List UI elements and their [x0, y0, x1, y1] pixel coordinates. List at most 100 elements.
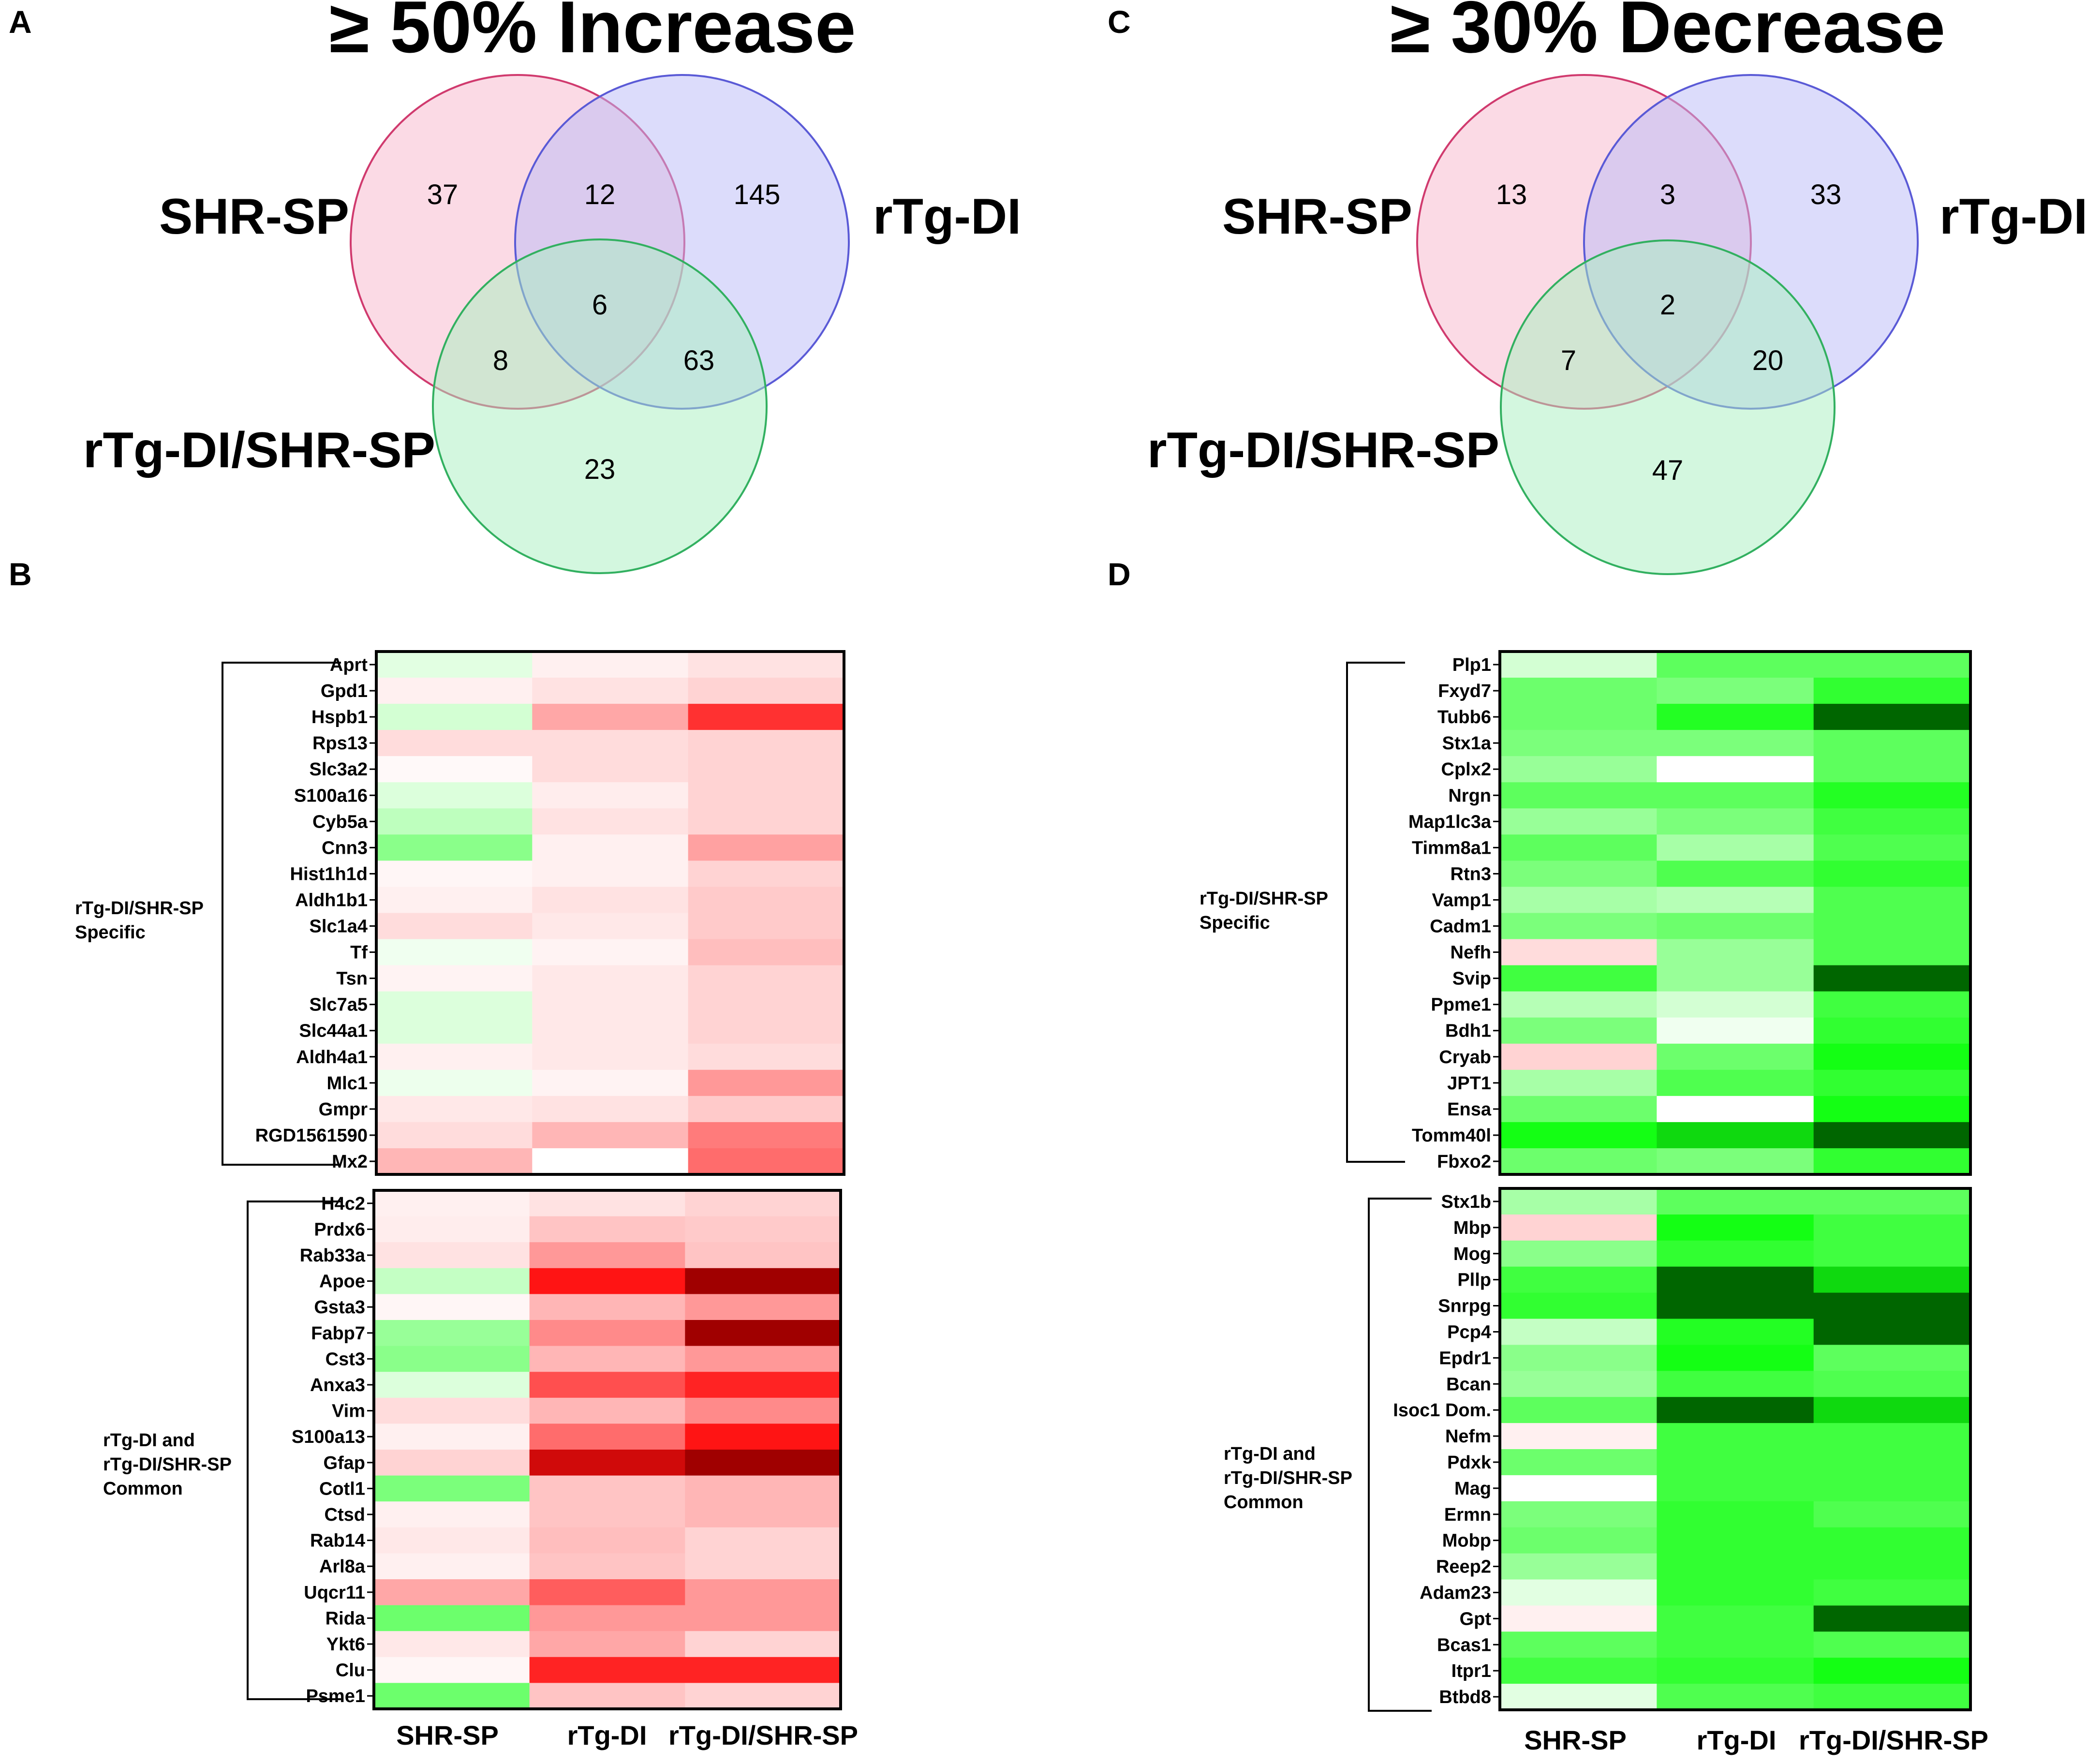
heatmap-d-cell-bcan-rtg-di [1657, 1371, 1814, 1397]
heatmap-d-cell-ppme1-rtg-di [1657, 991, 1814, 1018]
heatmap-b-gene-label-cst3: Cst3 [326, 1349, 365, 1369]
heatmap-b-gene-label-anxa3: Anxa3 [310, 1375, 365, 1395]
heatmap-d-gene-label-mbp: Mbp [1453, 1218, 1491, 1238]
heatmap-b-cell-tsn-shr-sp [376, 965, 533, 992]
heatmap-b-gene-label-apoe: Apoe [319, 1272, 365, 1292]
heatmap-d-gene-label-nrgn: Nrgn [1448, 786, 1491, 806]
heatmap-d-cell-jpt1-rtg-di [1657, 1069, 1814, 1097]
heatmap-d-cell-cadm1-shr-sp [1500, 913, 1657, 940]
heatmap-b-cell-aprt-rtg-di [532, 652, 689, 678]
heatmap-b-common-group-label: rTg-DI and rTg-DI/SHR-SP Common [103, 1430, 237, 1499]
heatmap-b-cell-psme1-rtg-di-shr-sp [685, 1683, 841, 1709]
heatmap-b-cell-gsta3-rtg-di-shr-sp [685, 1294, 841, 1320]
heatmap-d-common-bracket [1368, 1198, 1432, 1712]
heatmap-d-cell-tubb6-rtg-di-shr-sp [1813, 704, 1971, 730]
heatmap-d-gene-label-snrpg: Snrpg [1438, 1296, 1491, 1317]
heatmap-b-cell-gpd1-rtg-di-shr-sp [688, 678, 844, 704]
venn-a-count-shr-both: 8 [493, 345, 508, 376]
heatmap-b-cell-arl8a-rtg-di [529, 1553, 685, 1580]
heatmap-d-cell-ppme1-shr-sp [1500, 991, 1657, 1018]
heatmap-b-cell-hist1h1d-rtg-di [532, 860, 689, 888]
heatmap-b-common-frame [372, 1189, 842, 1710]
heatmap-d-cell-ensa-shr-sp [1500, 1096, 1657, 1123]
heatmap-d-gene-label-ppme1: Ppme1 [1431, 995, 1491, 1015]
heatmap-b-cell-slc3a2-shr-sp [376, 756, 533, 783]
heatmap-d-cell-stx1b-shr-sp [1500, 1188, 1657, 1215]
heatmap-b-cell-anxa3-shr-sp [374, 1372, 530, 1398]
heatmap-d-cell-rtn3-rtg-di [1657, 860, 1814, 888]
heatmap-b-col-rtg-di-shr-sp: rTg-DI/SHR-SP [668, 1720, 858, 1750]
heatmap-b-cell-mlc1-rtg-di [532, 1069, 689, 1097]
heatmap-d-gene-label-bcas1: Bcas1 [1437, 1635, 1491, 1655]
heatmap-b-cell-cyb5a-rtg-di [532, 808, 689, 835]
heatmap-b-cell-aldh4a1-rtg-di-shr-sp [688, 1043, 844, 1070]
heatmap-d-cell-mobp-rtg-di [1657, 1527, 1814, 1554]
heatmap-d-gene-label-cplx2: Cplx2 [1441, 759, 1491, 780]
heatmap-b-cell-vim-shr-sp [374, 1397, 530, 1424]
heatmap-d-cell-pdxk-rtg-di [1657, 1449, 1814, 1476]
heatmap-b-cell-h4c2-rtg-di-shr-sp [685, 1190, 841, 1217]
heatmap-d-common-gene-labels: Stx1b Mbp Mog Pllp Snrpg Pcp4 Epdr1 Bcan Isoc1 D… [1393, 1192, 1500, 1707]
heatmap-d-gene-label-vamp1: Vamp1 [1432, 890, 1491, 910]
heatmap-b-cell-cst3-rtg-di [529, 1346, 685, 1372]
heatmap-b-cell-ctsd-shr-sp [374, 1501, 530, 1528]
heatmap-d-cell-epdr1-shr-sp [1500, 1345, 1657, 1371]
heatmap-d-gene-label-bdh1: Bdh1 [1445, 1021, 1491, 1041]
heatmap-d-col-rtg-di: rTg-DI [1697, 1725, 1777, 1755]
heatmap-b-specific-group-label-line2: Specific [75, 922, 146, 943]
heatmap-d-cell-pllp-shr-sp [1500, 1266, 1657, 1293]
heatmap-d-cell-adam23-shr-sp [1500, 1579, 1657, 1606]
heatmap-d-cell-mag-rtg-di [1657, 1475, 1814, 1502]
heatmap-b-cell-h4c2-shr-sp [374, 1190, 530, 1217]
venn-c-count-rtg-both: 20 [1752, 345, 1784, 376]
heatmap-b-cell-tf-rtg-di [532, 939, 689, 966]
heatmap-d-cell-cryab-rtg-di [1657, 1043, 1814, 1070]
heatmap-d-cell-cplx2-rtg-di [1657, 756, 1814, 783]
heatmap-d-gene-label-btbd8: Btbd8 [1439, 1687, 1491, 1707]
heatmap-d-cell-pcp4-rtg-di [1657, 1319, 1814, 1345]
heatmap-d-cell-reep2-shr-sp [1500, 1553, 1657, 1580]
heatmap-b-cell-hspb1-rtg-di-shr-sp [688, 704, 844, 730]
heatmap-b-cell-h4c2-rtg-di [529, 1190, 685, 1217]
heatmap-d-specific-group-label: rTg-DI/SHR-SP Specific [1199, 889, 1333, 933]
heatmap-d-gene-label-nefh: Nefh [1451, 943, 1491, 963]
heatmap-d-gene-label-map1lc3a: Map1lc3a [1408, 812, 1492, 832]
heatmap-d-gene-label-fxyd7: Fxyd7 [1438, 681, 1491, 701]
heatmap-d-cell-rtn3-rtg-di-shr-sp [1813, 860, 1971, 888]
heatmap-d-cell-tubb6-shr-sp [1500, 704, 1657, 730]
heatmap-d-cell-snrpg-shr-sp [1500, 1292, 1657, 1319]
heatmap-b-cell-slc44a1-rtg-di [532, 1017, 689, 1044]
heatmap-b-cell-slc3a2-rtg-di [532, 756, 689, 783]
heatmap-d-cell-cryab-shr-sp [1500, 1043, 1657, 1070]
venn-c-count-both-only: 47 [1652, 455, 1684, 486]
heatmap-d-cell-svip-rtg-di [1657, 965, 1814, 992]
heatmap-b-cell-slc1a4-shr-sp [376, 913, 533, 940]
venn-c: SHR-SP rTg-DI rTg-DI/SHR-SP 13 3 33 2 7 … [1147, 74, 2088, 575]
heatmap-b-cell-hist1h1d-shr-sp [376, 860, 533, 888]
heatmap-d-cell-tomm40l-rtg-di [1657, 1122, 1814, 1149]
heatmap-d-cell-gpt-rtg-di [1657, 1605, 1814, 1632]
heatmap-d-cell-adam23-rtg-di-shr-sp [1813, 1579, 1971, 1606]
heatmap-d-cell-map1lc3a-rtg-di-shr-sp [1813, 808, 1971, 835]
heatmap-b-gene-label-hspb1: Hspb1 [311, 707, 368, 727]
heatmap-b-cell-clu-rtg-di [529, 1657, 685, 1683]
heatmap-d-gene-label-plp1: Plp1 [1452, 655, 1491, 675]
heatmap-d-cell-cplx2-rtg-di-shr-sp [1813, 756, 1971, 783]
heatmap-d-gene-label-ermn: Ermn [1444, 1505, 1491, 1525]
heatmap-b-cell-apoe-rtg-di [529, 1268, 685, 1294]
heatmap-b-cell-mx2-rtg-di-shr-sp [688, 1148, 844, 1175]
heatmap-d-gene-label-rtn3: Rtn3 [1451, 864, 1491, 884]
venn-a-title: ≥ 50% Increase [329, 0, 856, 68]
heatmap-d-cell-epdr1-rtg-di-shr-sp [1813, 1345, 1971, 1371]
heatmap-b-gene-label-slc1a4: Slc1a4 [310, 917, 368, 937]
heatmap-b-cell-uqcr11-rtg-di [529, 1579, 685, 1606]
heatmap-d-cell-plp1-rtg-di-shr-sp [1813, 652, 1971, 678]
heatmap-d-cell-mag-shr-sp [1500, 1475, 1657, 1502]
heatmap-d-cell-stx1a-rtg-di [1657, 730, 1814, 756]
heatmap-b-cell-gfap-rtg-di [529, 1450, 685, 1476]
venn-a-label-rtg-di-shr-sp: rTg-DI/SHR-SP [83, 422, 435, 478]
venn-c-count-shr-both: 7 [1561, 345, 1576, 376]
heatmap-b-cell-uqcr11-shr-sp [374, 1579, 530, 1606]
venn-a-count-all: 6 [592, 289, 607, 321]
heatmap-b-cell-s100a16-shr-sp [376, 782, 533, 809]
